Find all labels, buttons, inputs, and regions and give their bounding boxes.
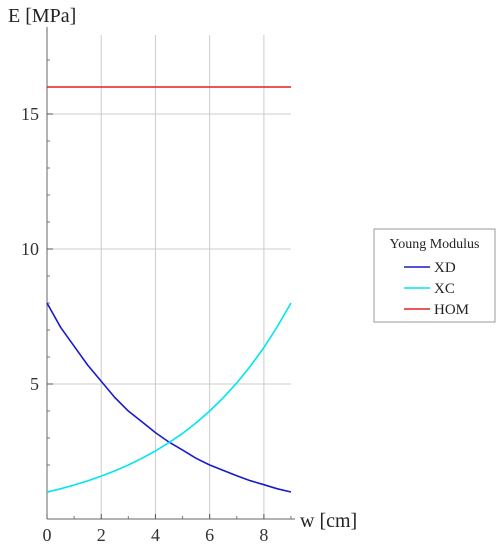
- x-axis-title: w [cm]: [300, 510, 357, 532]
- x-tick-label: 4: [151, 525, 160, 545]
- ticks: 0 2 4 6 8 5 10 15: [21, 59, 292, 545]
- y-tick-label: 15: [21, 104, 39, 124]
- y-tick-label: 10: [21, 239, 39, 259]
- y-tick-label: 5: [30, 374, 39, 394]
- y-axis-title: E [MPa]: [8, 5, 76, 27]
- axes: [46, 27, 295, 520]
- series-line-xd: [46, 302, 292, 493]
- legend-box: [373, 228, 496, 323]
- grid: [47, 35, 291, 519]
- legend-items: XD XC HOM: [404, 260, 469, 318]
- legend-label-xd: XD: [434, 260, 456, 276]
- legend: Young Modulus XD XC HOM: [373, 228, 496, 323]
- series-line-xc: [46, 302, 292, 493]
- legend-label-hom: HOM: [434, 302, 469, 318]
- x-tick-label: 6: [205, 525, 214, 545]
- x-tick-label: 8: [259, 525, 268, 545]
- x-tick-label: 0: [43, 525, 52, 545]
- x-tick-label: 2: [97, 525, 106, 545]
- legend-title: Young Modulus: [390, 237, 480, 252]
- legend-label-xc: XC: [434, 281, 455, 297]
- series-lines: [46, 86, 292, 493]
